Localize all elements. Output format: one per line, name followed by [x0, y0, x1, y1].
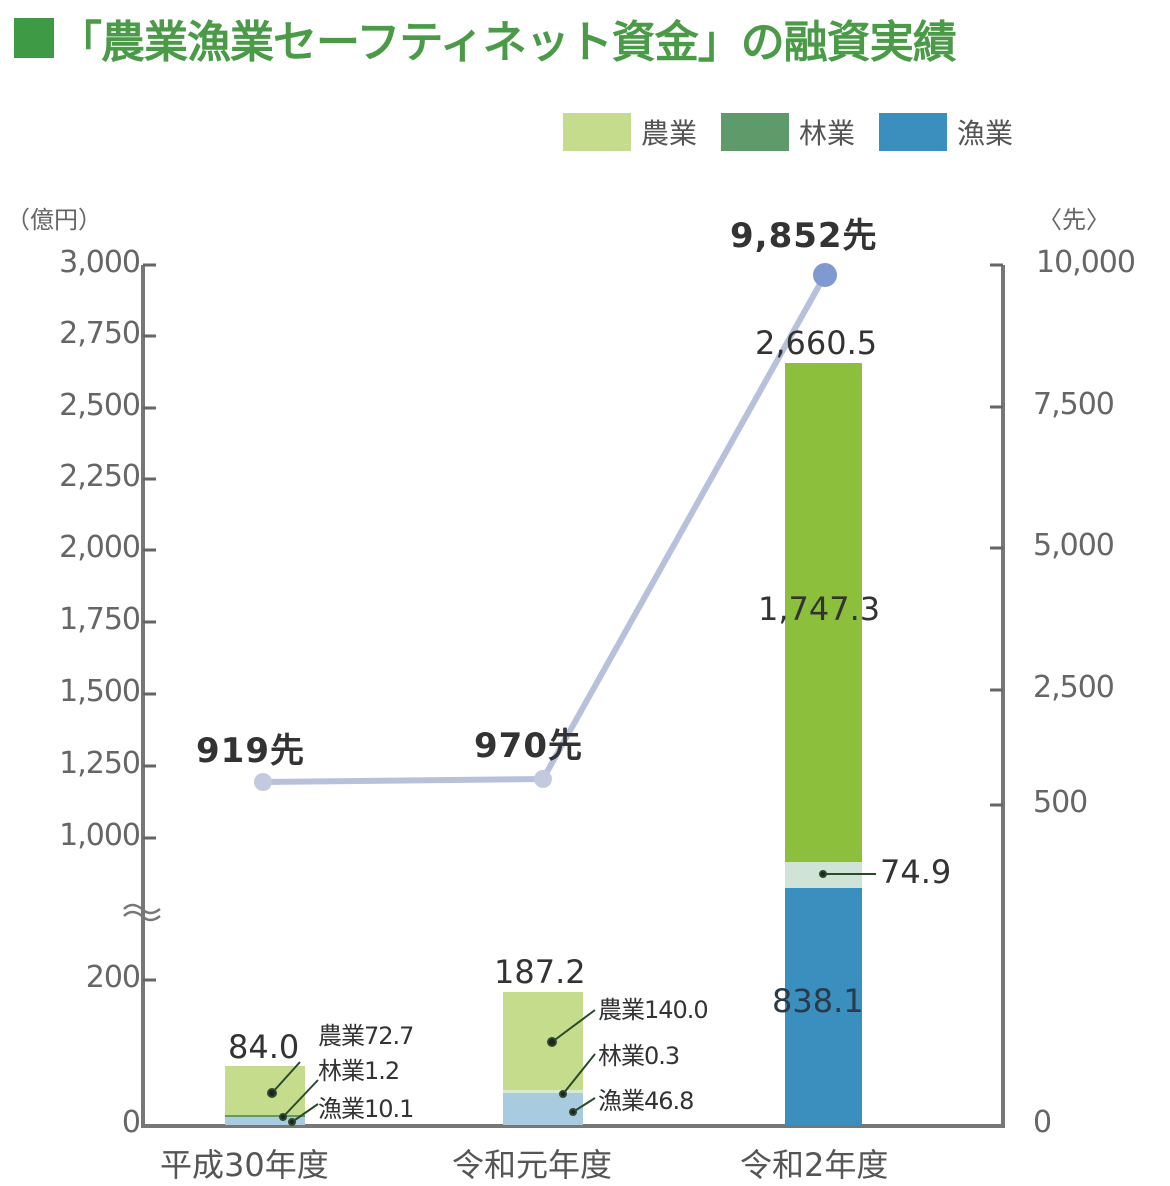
- segment-label: 林業0.3: [598, 1042, 680, 1070]
- left-ticks: [143, 263, 156, 982]
- bar-total-label: 2,660.5: [755, 324, 878, 362]
- right-ticks: [990, 263, 1003, 807]
- legend-item-fish: 漁業: [879, 112, 1013, 152]
- left-tick-label: 200: [85, 960, 141, 995]
- left-tick-label: 2,750: [59, 316, 141, 351]
- legend-swatch-fish-icon: [879, 113, 948, 151]
- left-tick-label: 1,250: [59, 746, 141, 781]
- category-label: 令和元年度: [452, 1146, 613, 1184]
- left-axis-unit: （億円）: [6, 206, 102, 234]
- left-tick-label: 0: [121, 1105, 141, 1140]
- axis-break-icon: [123, 903, 161, 922]
- bar-r1: [503, 992, 583, 1125]
- segment-label: 1,747.3: [758, 590, 881, 628]
- left-tick-label: 2,500: [59, 388, 141, 423]
- segment-label: 林業1.2: [318, 1057, 400, 1085]
- right-tick-label: 2,500: [1033, 670, 1115, 705]
- count-point: [534, 770, 552, 788]
- right-tick-label: 0: [1033, 1105, 1052, 1140]
- category-label: 令和2年度: [740, 1146, 889, 1184]
- count-label-r1: 970先: [474, 726, 583, 766]
- right-tick-label: 5,000: [1033, 528, 1115, 563]
- segment-label: 漁業10.1: [318, 1095, 414, 1123]
- bar-total-label: 84.0: [228, 1028, 300, 1066]
- bar-total-label: 187.2: [494, 953, 586, 991]
- chart-title: 「農業漁業セーフティネット資金」の融資実績: [14, 6, 957, 70]
- left-tick-label: 1,500: [59, 674, 141, 709]
- left-tick-label: 1,750: [59, 602, 141, 637]
- right-axis-unit: 〈先〉: [1038, 206, 1110, 234]
- title-square-icon: [14, 18, 54, 58]
- right-tick-label: 7,500: [1033, 387, 1115, 422]
- count-label-r2: 9,852先: [730, 216, 878, 256]
- legend-label: 林業: [799, 117, 856, 150]
- segment-label: 農業72.7: [318, 1022, 414, 1050]
- bar-r2: [785, 363, 862, 1125]
- left-tick-label: 1,000: [59, 818, 141, 853]
- legend-label: 漁業: [957, 117, 1014, 150]
- left-tick-label: 2,250: [59, 459, 141, 494]
- left-tick-label: 2,000: [59, 530, 141, 565]
- count-point: [254, 773, 272, 791]
- count-label-h30: 919先: [196, 731, 305, 771]
- category-label: 平成30年度: [160, 1146, 329, 1184]
- chart-title-text: 「農業漁業セーフティネット資金」の融資実績: [58, 17, 957, 68]
- legend-item-agri: 農業: [563, 112, 697, 152]
- segment-label: 漁業46.8: [598, 1087, 694, 1115]
- leader-lines: [267, 870, 876, 1126]
- segment-label: 838.1: [772, 982, 864, 1020]
- legend-label: 農業: [641, 117, 698, 150]
- count-point: [813, 263, 837, 287]
- segment-label: 農業140.0: [598, 996, 709, 1024]
- left-tick-label: 3,000: [59, 245, 141, 280]
- bar-h30: [225, 1066, 305, 1125]
- legend: 農業 林業 漁業: [563, 112, 1037, 152]
- legend-swatch-forest-icon: [721, 113, 790, 151]
- legend-item-forest: 林業: [721, 112, 855, 152]
- segment-label: 74.9: [880, 853, 952, 891]
- right-tick-label: 500: [1033, 785, 1088, 820]
- right-tick-label: 10,000: [1036, 245, 1136, 280]
- legend-swatch-agri-icon: [563, 113, 631, 151]
- count-line: [254, 263, 837, 791]
